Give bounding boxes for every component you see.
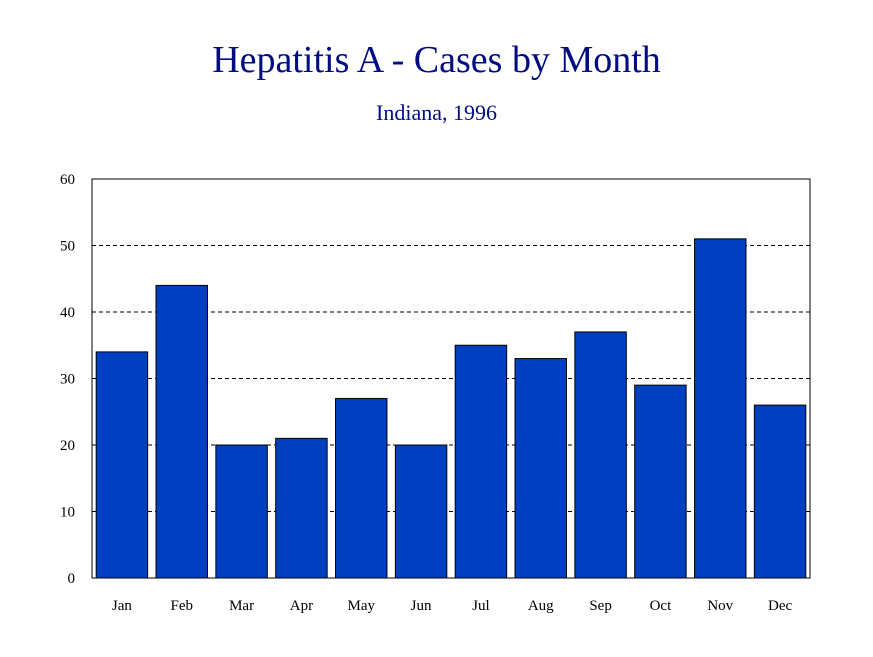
y-tick-label: 50	[60, 239, 75, 255]
x-tick-label: Jun	[411, 598, 432, 614]
bar-apr	[275, 437, 328, 579]
bar-nov	[694, 238, 747, 579]
y-tick-label: 20	[60, 438, 75, 454]
y-tick-label: 60	[60, 172, 75, 188]
x-tick-label: Sep	[589, 598, 612, 614]
y-tick-label: 0	[68, 571, 76, 587]
bar-feb	[155, 284, 208, 579]
y-tick-label: 10	[60, 505, 75, 521]
plot-frame	[91, 178, 811, 579]
bar-sep	[574, 331, 627, 579]
bars	[95, 238, 807, 579]
x-tick-label: Mar	[229, 598, 254, 614]
bar-mar	[215, 444, 268, 579]
y-tick-label: 30	[60, 372, 75, 388]
x-axis-ticks: Jan Feb Mar Apr May Jun Jul Aug Sep Oct Nov Dec	[112, 598, 793, 614]
y-axis-ticks: 0 10 20 30 40 50 60	[60, 172, 75, 587]
x-tick-label: Aug	[528, 598, 554, 614]
chart-subtitle: Indiana, 1996	[376, 100, 497, 125]
x-tick-label: May	[348, 598, 376, 614]
bar-may	[335, 397, 388, 579]
x-tick-label: Dec	[768, 598, 792, 614]
y-tick-label: 40	[60, 305, 75, 321]
bar-oct	[634, 384, 687, 579]
x-tick-label: Nov	[707, 598, 733, 614]
x-tick-label: Jul	[472, 598, 490, 614]
x-tick-label: Jan	[112, 598, 132, 614]
bar-jun	[394, 444, 448, 579]
bar-dec	[753, 404, 807, 579]
x-tick-label: Oct	[650, 598, 672, 614]
bar-jul	[454, 344, 508, 579]
chart-title: Hepatitis A - Cases by Month	[212, 39, 661, 81]
gridlines	[92, 245, 810, 512]
bar-jan	[95, 351, 149, 579]
x-tick-label: Apr	[290, 598, 313, 614]
x-tick-label: Feb	[171, 598, 194, 614]
bar-aug	[514, 358, 567, 579]
